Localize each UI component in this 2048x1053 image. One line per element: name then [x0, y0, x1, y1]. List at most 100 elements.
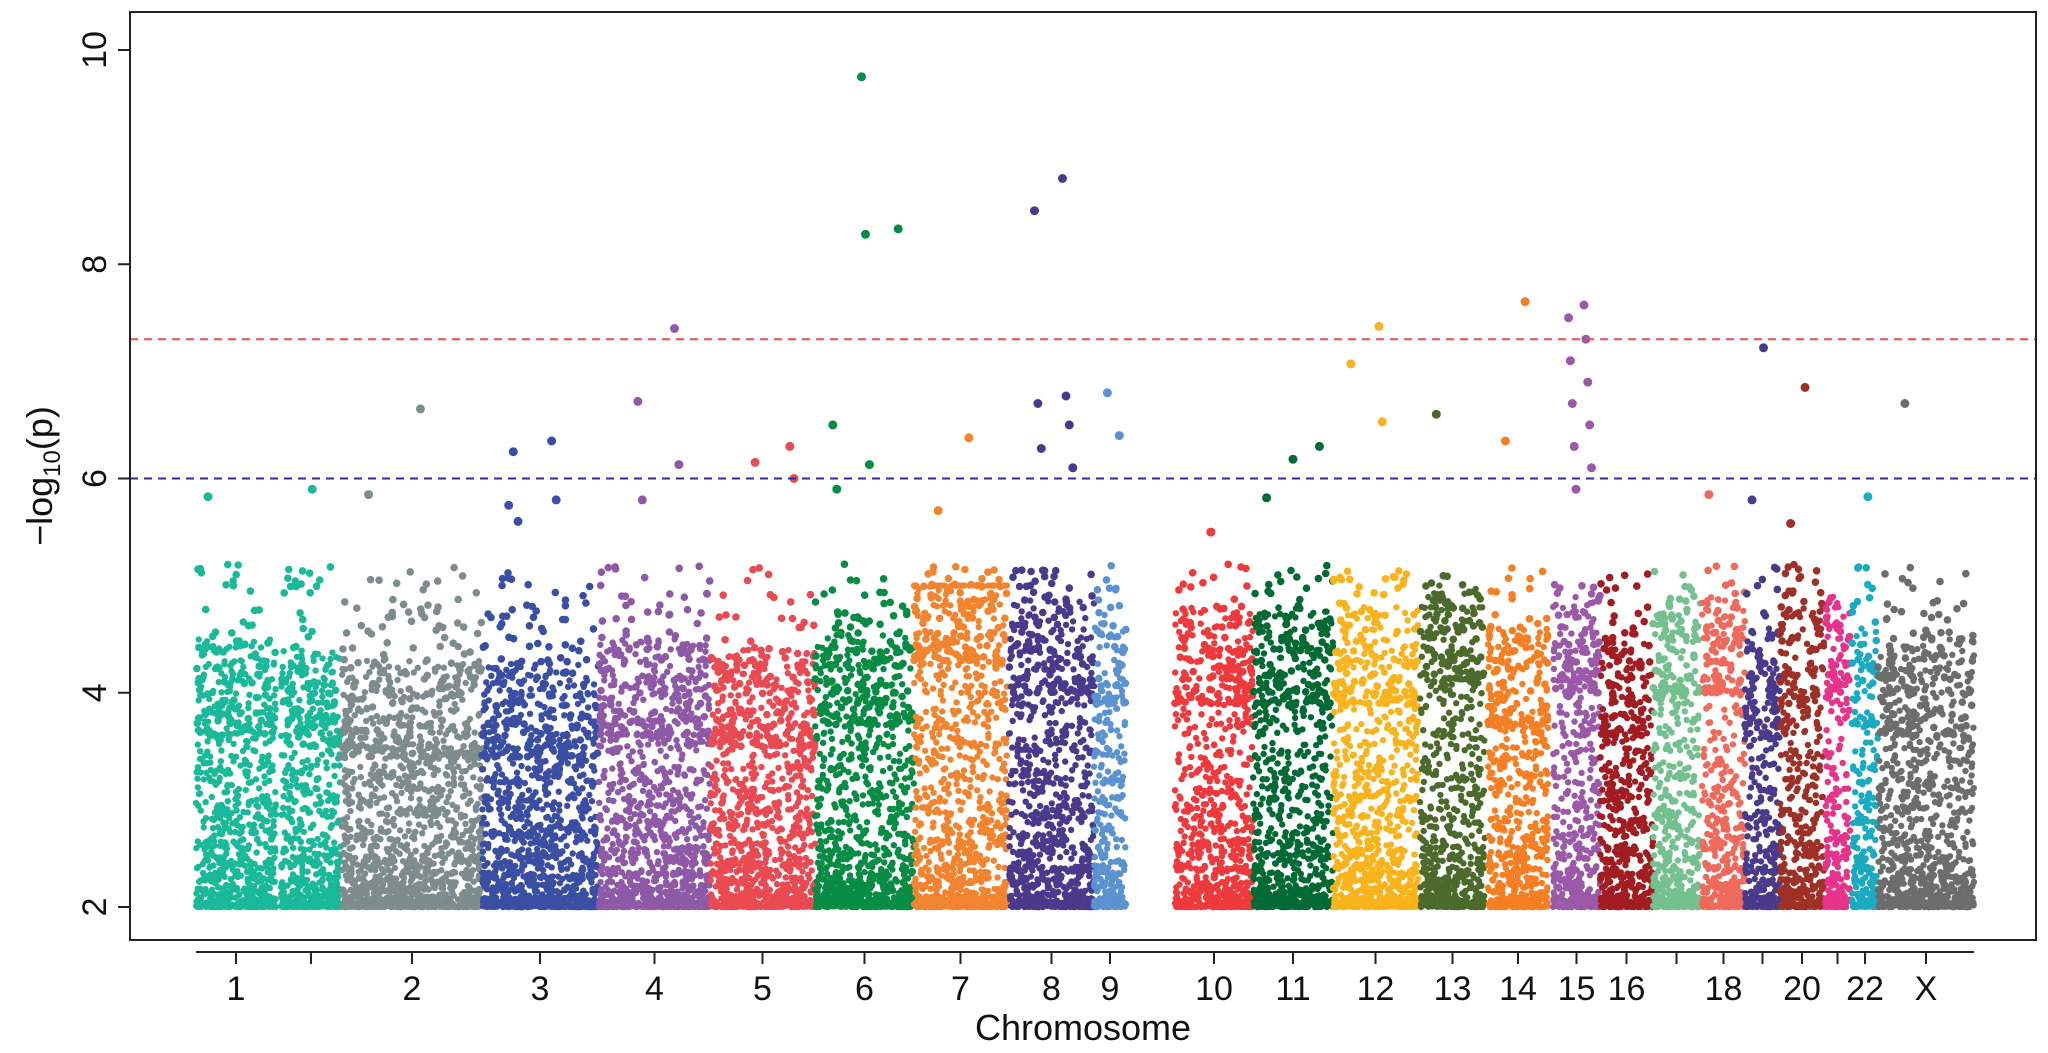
snp-point	[208, 889, 215, 896]
snp-point	[400, 868, 407, 876]
snp-point	[611, 677, 618, 684]
snp-point	[460, 743, 467, 750]
snp-point	[350, 890, 358, 897]
snp-point	[195, 714, 203, 722]
snp-point	[271, 700, 279, 707]
snp-point	[281, 829, 288, 836]
snp-point	[232, 570, 240, 579]
snp-point	[570, 894, 577, 902]
snp-point	[264, 639, 272, 647]
snp-point	[639, 890, 647, 897]
snp-point	[298, 767, 305, 775]
snp-point	[252, 776, 260, 783]
snp-point	[364, 627, 372, 635]
snp-point	[250, 871, 257, 878]
snp-point	[621, 859, 629, 866]
snp-point	[315, 899, 322, 906]
snp-point	[243, 868, 251, 875]
snp-point	[262, 662, 270, 670]
snp-point	[474, 800, 481, 808]
snp-point	[521, 779, 528, 787]
snp-point	[370, 835, 377, 842]
snp-point	[611, 827, 618, 834]
snp-point	[584, 704, 592, 711]
snp-point	[363, 863, 371, 870]
snp-point	[360, 797, 367, 804]
snp-point	[533, 771, 540, 779]
snp-point	[203, 690, 212, 698]
snp-point	[281, 752, 288, 759]
snp-point	[574, 900, 581, 907]
snp-point	[539, 866, 547, 874]
snp-point	[459, 793, 467, 800]
snp-point	[471, 753, 479, 761]
snp-point	[556, 680, 564, 687]
snp-point	[318, 687, 326, 694]
snp-point	[557, 836, 564, 843]
snp-point	[255, 785, 263, 792]
snp-point	[480, 869, 488, 877]
snp-point	[257, 865, 265, 872]
snp-point	[314, 835, 321, 843]
snp-point	[281, 847, 288, 854]
snp-point	[222, 844, 229, 852]
snp-point	[266, 716, 275, 724]
snp-point	[361, 871, 368, 878]
snp-point	[454, 804, 461, 811]
snp-point	[587, 816, 594, 823]
snp-point	[328, 822, 336, 829]
snp-point	[397, 827, 404, 834]
snp-point	[406, 855, 413, 862]
snp-point	[561, 692, 568, 700]
snp-point	[509, 760, 517, 767]
snp-point	[651, 759, 659, 766]
snp-point	[481, 699, 488, 706]
snp-point	[643, 673, 650, 681]
snp-point	[516, 901, 524, 909]
snp-point	[330, 718, 339, 726]
snp-point	[366, 798, 374, 805]
snp-point	[666, 889, 673, 896]
snp-point	[482, 704, 489, 711]
snp-point	[435, 810, 442, 817]
snp-point	[444, 809, 451, 816]
snp-point	[326, 563, 335, 571]
snp-point	[286, 789, 293, 797]
snp-point	[342, 774, 349, 781]
snp-point	[208, 793, 215, 801]
snp-point	[379, 650, 388, 659]
snp-point	[324, 747, 332, 754]
snp-point	[547, 706, 555, 713]
snp-point	[263, 896, 271, 903]
snp-point	[575, 853, 583, 860]
snp-point	[641, 774, 648, 782]
snp-point	[289, 662, 297, 670]
snp-point	[466, 648, 474, 656]
snp-point	[461, 786, 469, 793]
snp-point	[280, 811, 287, 818]
snp-point	[603, 836, 610, 843]
snp-point	[341, 892, 348, 899]
snp-point	[310, 689, 319, 697]
snp-point	[534, 856, 542, 864]
snp-point	[327, 655, 334, 663]
snp-point	[240, 836, 247, 843]
snp-point	[511, 689, 519, 698]
snp-point	[381, 763, 388, 770]
snp-point	[327, 859, 334, 866]
snp-point	[207, 759, 214, 766]
snp-point	[670, 846, 678, 853]
snp-point	[283, 766, 290, 773]
snp-point	[632, 766, 639, 774]
snp-point	[637, 741, 644, 749]
snp-point	[696, 867, 704, 874]
snp-point	[245, 842, 252, 849]
snp-point	[194, 679, 203, 687]
snp-point	[492, 664, 500, 673]
snp-point	[214, 807, 221, 814]
snp-point	[597, 879, 604, 886]
snp-point	[558, 615, 567, 624]
snp-point	[588, 777, 596, 785]
snp-point	[314, 756, 321, 764]
snp-point	[264, 758, 272, 765]
